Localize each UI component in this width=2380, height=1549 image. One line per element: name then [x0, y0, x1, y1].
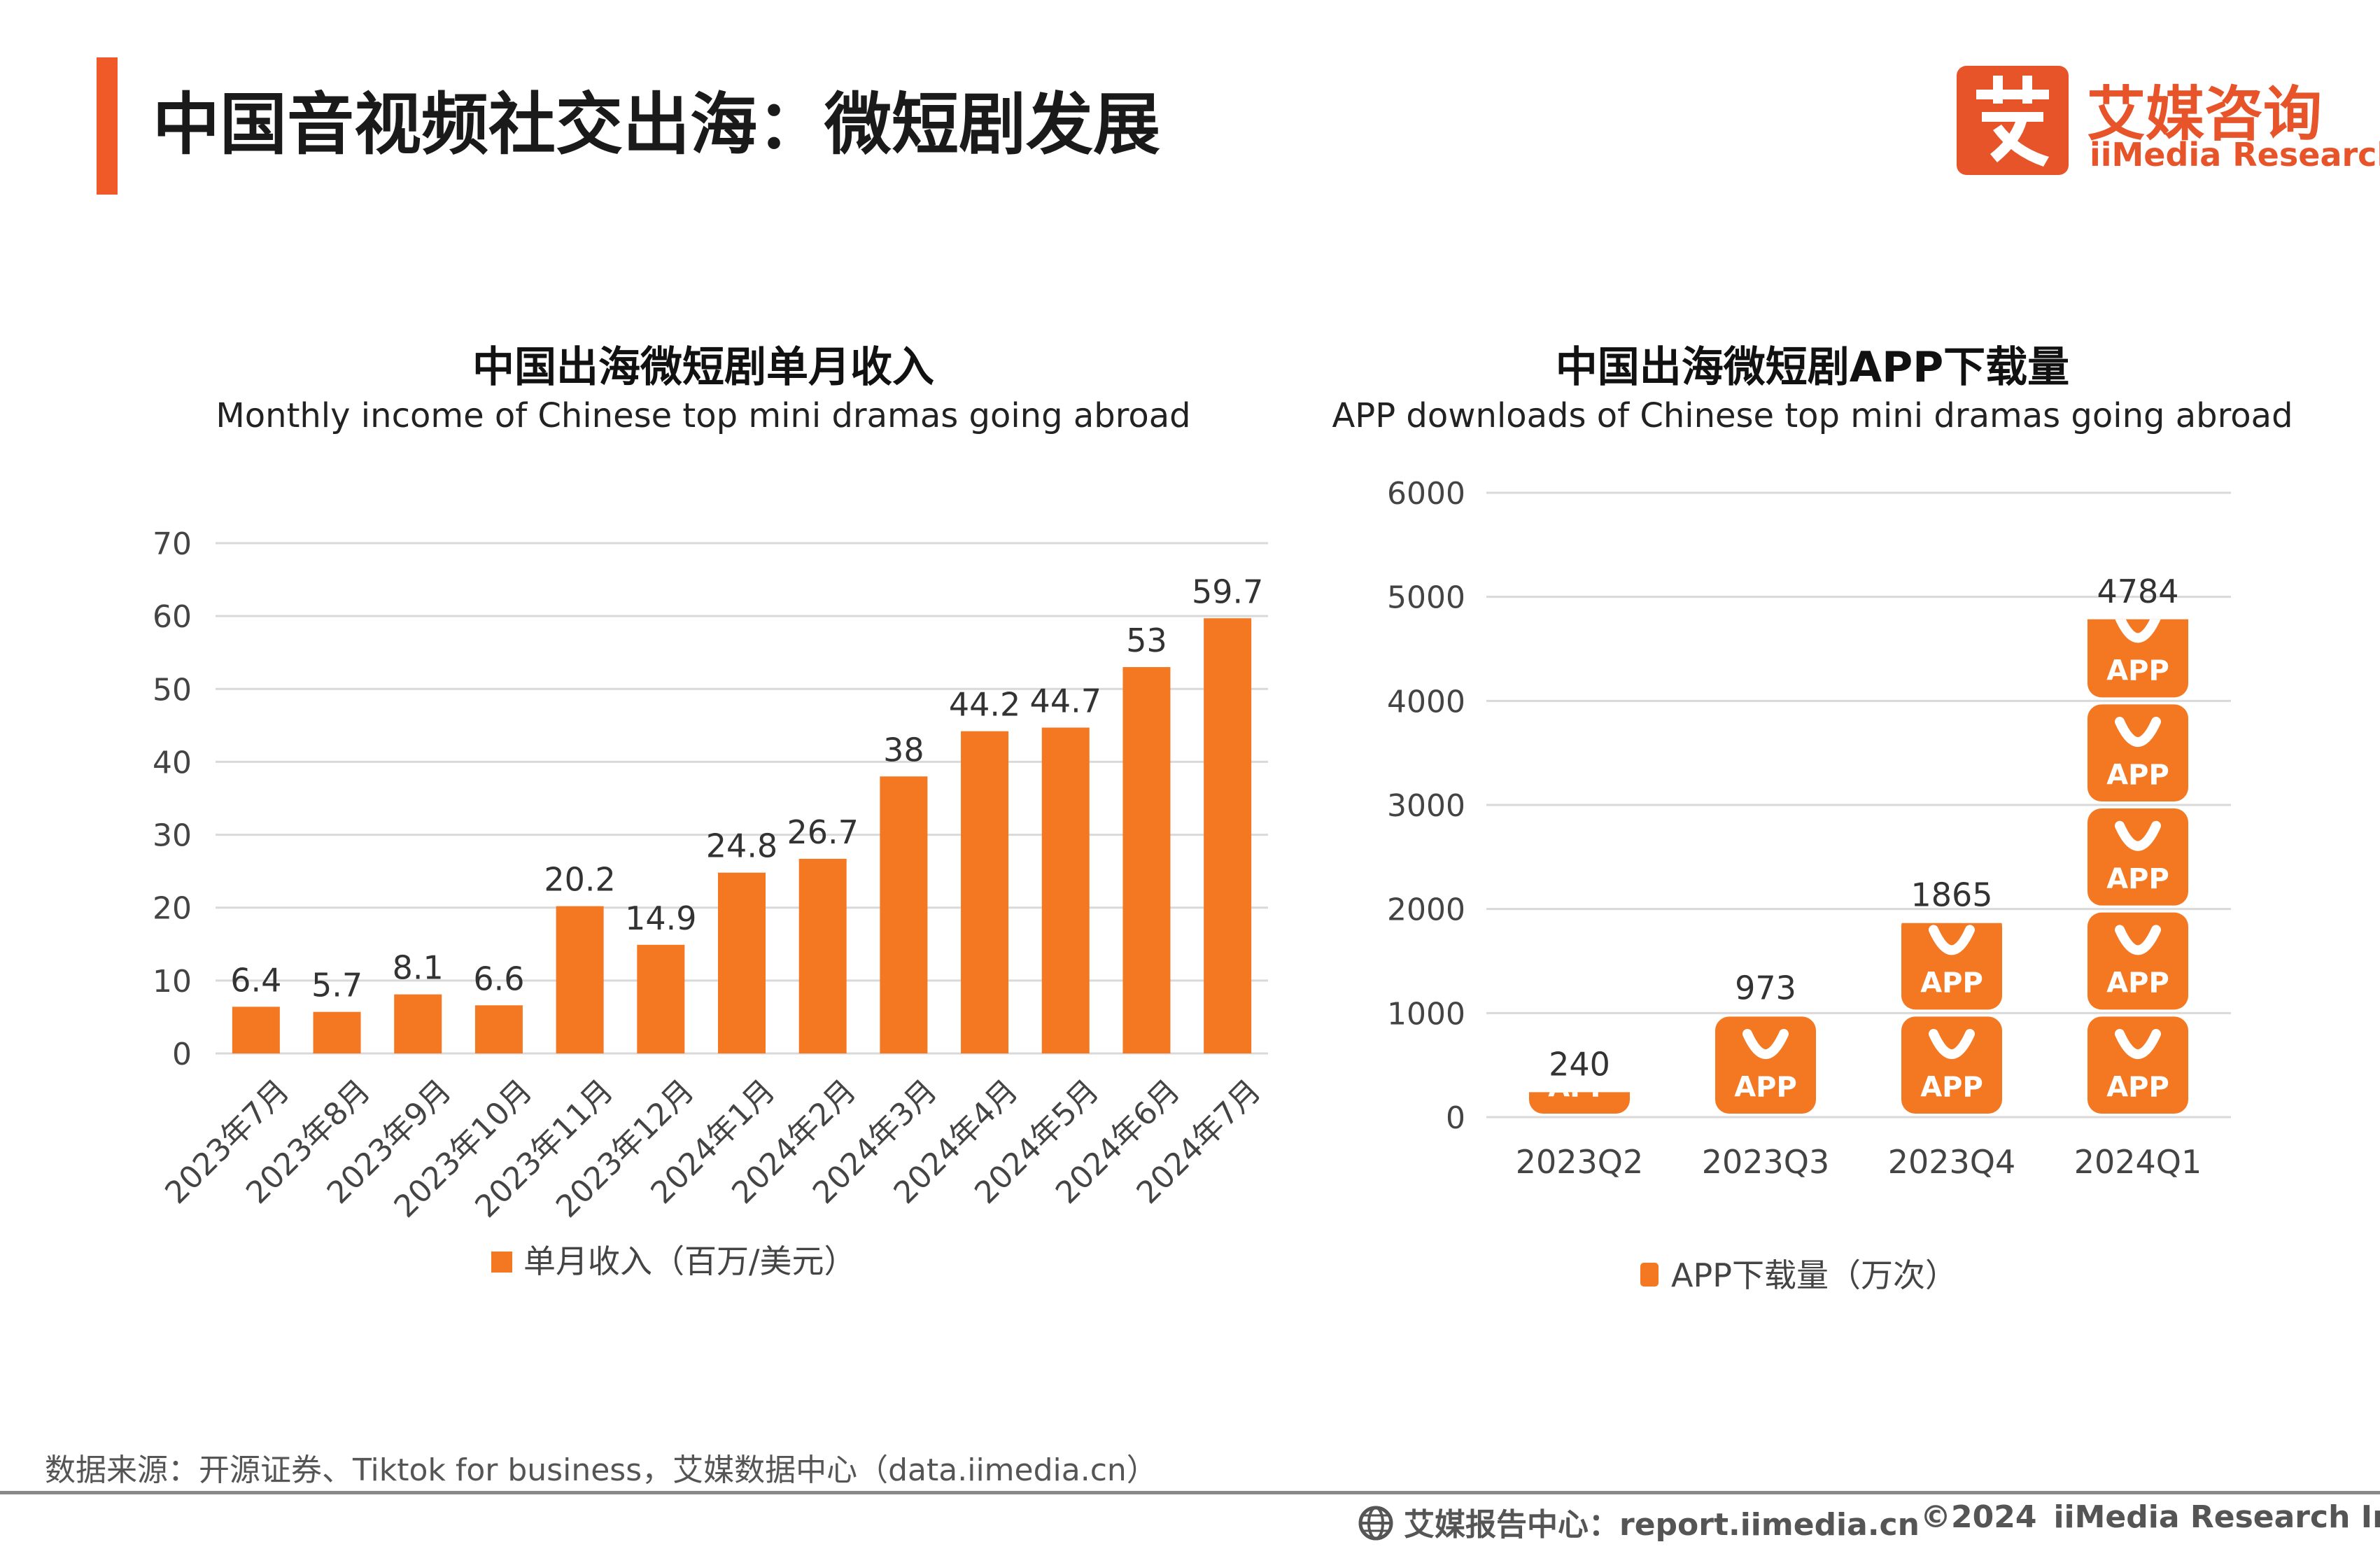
chart1-y-tick-label: 0	[172, 1037, 192, 1072]
chart1-data-label: 6.4	[230, 961, 281, 999]
chart2-x-tick-label: 2024Q1	[2074, 1143, 2202, 1181]
svg-text:APP: APP	[1920, 967, 1983, 1000]
chart2-y-tick-label: 2000	[1387, 892, 1465, 928]
chart1-y-tick-label: 10	[153, 964, 192, 1000]
chart2-y-tick-label: 1000	[1387, 996, 1465, 1032]
chart2-legend-label: APP下载量（万次）	[1671, 1256, 1957, 1294]
chart1-bar	[474, 1005, 523, 1053]
chart1-y-tick-label: 40	[153, 745, 192, 780]
footer-divider	[0, 1491, 2380, 1494]
chart2-data-label: 1865	[1910, 876, 1992, 914]
title-accent-bar	[97, 57, 118, 195]
chart2-bar: APP	[1715, 1016, 1816, 1114]
chart1-data-label: 59.7	[1192, 573, 1263, 610]
chart2-data-label: 4784	[2097, 573, 2178, 610]
chart2-bar: APP	[1529, 1071, 1630, 1114]
chart1-y-tick-label: 20	[153, 891, 192, 927]
chart1-data-label: 44.7	[1030, 682, 1101, 720]
chart1-data-label: 53	[1126, 622, 1167, 659]
svg-text:APP: APP	[1920, 1071, 1983, 1103]
chart1-bar	[232, 1007, 280, 1053]
chart1-data-label: 24.8	[706, 827, 777, 865]
chart2-subtitle: APP downloads of Chinese top mini dramas…	[1332, 396, 2293, 435]
page-title: 中国音视频社交出海：微短剧发展	[153, 85, 1160, 164]
svg-text:APP: APP	[2106, 1071, 2169, 1103]
chart1-data-label: 20.2	[544, 861, 615, 899]
chart2-x-tick-label: 2023Q4	[1888, 1143, 2016, 1181]
chart2-y-tick-label: 3000	[1387, 788, 1465, 824]
svg-text:APP: APP	[2106, 967, 2169, 1000]
company-name: iiMedia Research Inc	[2053, 1499, 2380, 1535]
svg-text:APP: APP	[2106, 863, 2169, 895]
svg-text:APP: APP	[2106, 655, 2169, 687]
chart1-data-label: 44.2	[949, 686, 1020, 724]
footer-site[interactable]: 艾媒报告中心：report.iimedia.cn	[1358, 1499, 1920, 1549]
chart2-y-tick-label: 5000	[1387, 580, 1465, 616]
chart1-bar	[718, 872, 766, 1053]
globe-icon	[1358, 1505, 1394, 1549]
chart1-bar	[637, 944, 685, 1053]
chart2-data-label: 240	[1549, 1045, 1610, 1083]
chart1-title: 中国出海微短剧单月收入	[472, 343, 934, 392]
footer-copyright: ©2024 iiMedia Research Inc	[1920, 1499, 2380, 1535]
chart1-bar	[394, 994, 442, 1053]
logo-chinese-name: 艾媒咨询	[2087, 80, 2323, 148]
copyright-year: ©2024	[1920, 1499, 2037, 1535]
chart2-bar: APP APP	[1901, 923, 2002, 1114]
chart1-subtitle: Monthly income of Chinese top mini drama…	[216, 396, 1191, 435]
chart2-data-label: 973	[1735, 969, 1796, 1007]
chart2-x-tick-label: 2023Q3	[1702, 1143, 1830, 1181]
chart1-bar	[1041, 727, 1090, 1053]
chart1-bar	[313, 1011, 361, 1053]
chart1-data-label: 6.6	[473, 960, 524, 997]
chart1-bar	[1122, 667, 1171, 1053]
chart1-legend-label: 单月收入（百万/美元）	[523, 1242, 857, 1280]
chart2-y-tick-label: 4000	[1387, 684, 1465, 720]
svg-text:APP: APP	[1548, 1071, 1611, 1103]
chart2-x-tick-label: 2023Q2	[1516, 1143, 1644, 1181]
footer-site-text: 艾媒报告中心：report.iimedia.cn	[1404, 1507, 1920, 1543]
chart1-bar	[556, 906, 604, 1053]
chart1-bar	[880, 776, 928, 1053]
chart1-bar	[961, 731, 1009, 1053]
svg-text:APP: APP	[1734, 1071, 1797, 1103]
logo-english-name: iiMedia Research	[2090, 136, 2380, 174]
svg-text:APP: APP	[2106, 759, 2169, 791]
app-bag-icon	[1640, 1263, 1659, 1287]
chart1-data-label: 5.7	[311, 967, 362, 1004]
chart1-data-label: 26.7	[787, 813, 858, 851]
chart1-legend-swatch	[491, 1252, 512, 1273]
chart1-bar	[798, 858, 847, 1053]
chart1-y-tick-label: 30	[153, 818, 192, 854]
iimedia-logo-icon	[1957, 66, 2069, 175]
data-source-note: 数据来源：开源证券、Tiktok for business，艾媒数据中心（dat…	[45, 1452, 1157, 1488]
chart1-data-label: 38	[883, 731, 924, 769]
chart1-bar	[1204, 618, 1252, 1053]
chart1-data-label: 8.1	[393, 949, 444, 987]
chart1-y-tick-label: 60	[153, 599, 192, 635]
chart1-y-tick-label: 50	[153, 672, 192, 708]
chart1-data-label: 14.9	[625, 899, 696, 937]
chart2-title: 中国出海微短剧APP下载量	[1555, 343, 2070, 392]
chart2-y-tick-label: 6000	[1387, 476, 1465, 512]
chart1-y-tick-label: 70	[153, 526, 192, 562]
chart2-bar: APP APP APP APP APP	[2087, 619, 2188, 1114]
chart2-y-tick-label: 0	[1446, 1100, 1465, 1136]
brand-logo: 艾媒咨询 iiMedia Research	[1957, 66, 2380, 178]
